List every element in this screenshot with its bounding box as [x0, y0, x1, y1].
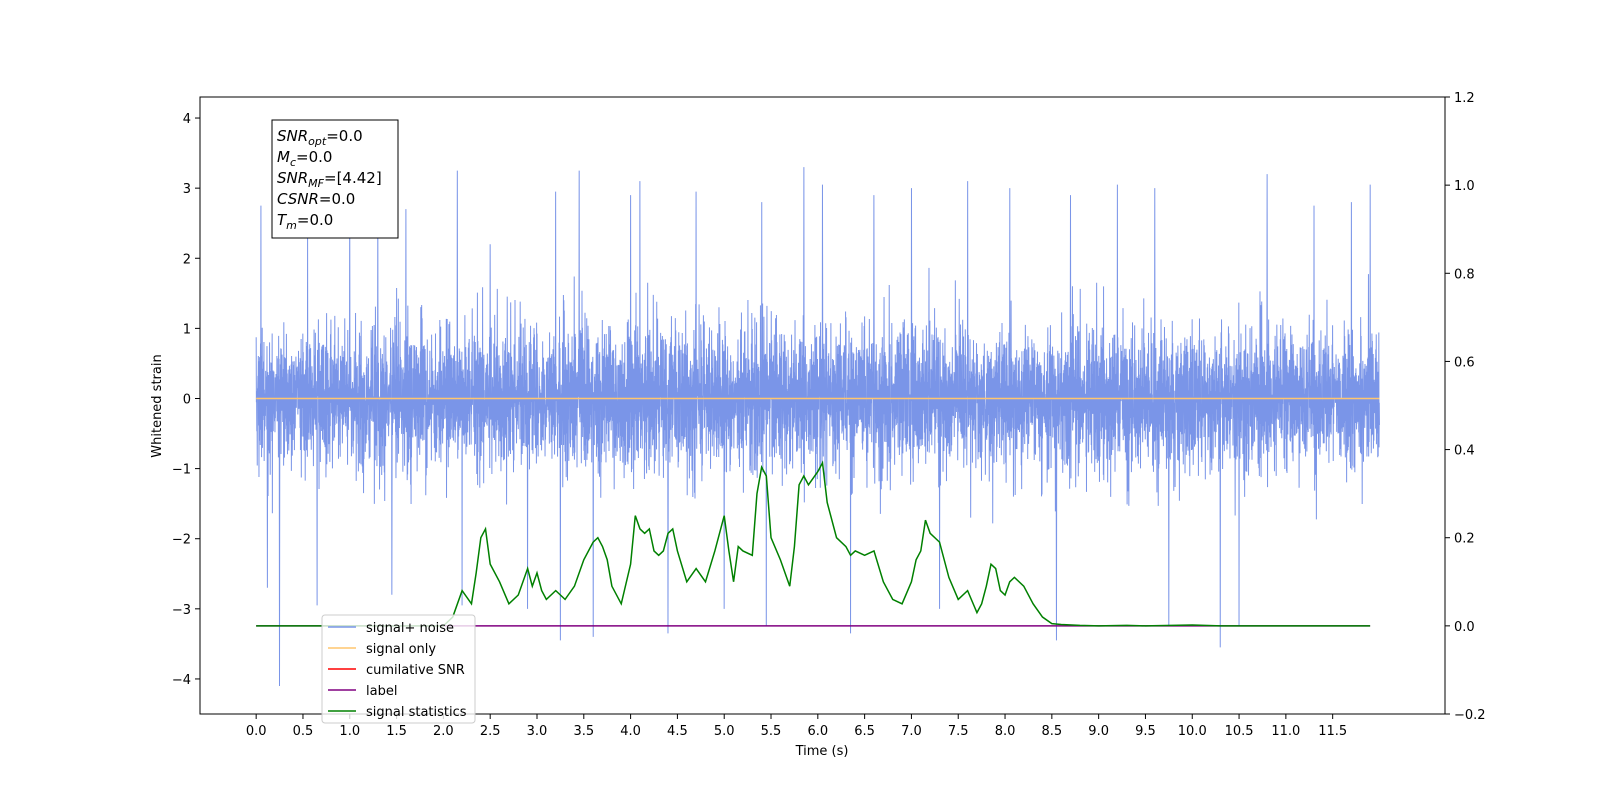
x-tick-label: 6.0 [807, 724, 828, 739]
y-left-tick-label: 0 [183, 392, 191, 407]
legend-entry-label: cumilative SNR [366, 663, 465, 678]
info-box-frame [271, 119, 399, 239]
x-tick-label: 10.5 [1225, 724, 1254, 739]
axes-frame [199, 96, 1446, 715]
info-sub: m [286, 219, 297, 232]
x-tick-label: 9.5 [1135, 724, 1156, 739]
legend-entry-label: signal only [366, 642, 436, 657]
info-box: SNRopt=0.0Mc=0.0SNRMF=[4.42]CSNR=0.0Tm=0… [271, 119, 399, 239]
x-tick-label: 11.0 [1271, 724, 1300, 739]
x-tick-label: 5.5 [761, 724, 782, 739]
x-tick-label: 10.0 [1178, 724, 1207, 739]
x-tick-label: 5.0 [714, 724, 735, 739]
x-tick-label: 2.5 [480, 724, 501, 739]
x-tick-label: 1.5 [386, 724, 407, 739]
y-left-tick-label: −2 [172, 533, 191, 548]
y-right-tick-label: 0.4 [1454, 444, 1475, 459]
series-line-signal-noise [255, 167, 1380, 686]
y-right-tick-label: 1.2 [1454, 91, 1475, 106]
x-axis-label: Time (s) [795, 744, 849, 759]
info-main: SNR [277, 169, 308, 187]
y-left-tick-label: −4 [172, 673, 191, 688]
y-right-tick-label: 0.6 [1454, 355, 1475, 370]
x-tick-label: 0.0 [246, 724, 267, 739]
info-box-line: SNRopt=0.0 [277, 127, 363, 148]
legend-frame [321, 614, 476, 724]
y-axis-left-label: Whitened strain [150, 354, 165, 457]
info-box-line: CSNR=0.0 [277, 190, 355, 208]
y-right-tick-label: 0.0 [1454, 620, 1475, 635]
info-box-line: Tm=0.0 [277, 211, 333, 232]
x-tick-label: 0.5 [293, 724, 314, 739]
y-axis-left: −4 −3 −2 −1 0 1 2 3 4 [172, 112, 200, 688]
series-signal-noise [255, 167, 1380, 686]
x-tick-label: 3.5 [573, 724, 594, 739]
x-tick-label: 7.0 [901, 724, 922, 739]
info-value: =[4.42] [324, 169, 382, 187]
x-tick-label: 4.0 [620, 724, 641, 739]
series-line-signal-statistics [256, 460, 1371, 627]
y-left-tick-label: 2 [183, 252, 191, 267]
legend: signal+ noise signal only cumilative SNR la… [321, 614, 476, 724]
info-value: =0.0 [319, 190, 355, 208]
x-tick-label: 2.0 [433, 724, 454, 739]
legend-entry-label: signal+ noise [366, 621, 454, 636]
y-right-tick-label: 0.8 [1454, 267, 1475, 282]
info-value: =0.0 [297, 211, 333, 229]
x-tick-label: 7.5 [948, 724, 969, 739]
info-main: T [277, 211, 288, 229]
info-value: =0.0 [326, 127, 362, 145]
x-tick-label: 4.5 [667, 724, 688, 739]
x-axis: 0.0 0.5 1.0 1.5 2.0 2.5 3.0 3.5 4.0 4.5 5.0 5.5 6.0 6… [246, 714, 1347, 739]
y-left-tick-label: 4 [183, 112, 191, 127]
info-value: =0.0 [296, 148, 332, 166]
x-tick-label: 11.5 [1318, 724, 1347, 739]
x-tick-label: 1.0 [339, 724, 360, 739]
x-tick-label: 6.5 [854, 724, 875, 739]
legend-entry-label: label [366, 684, 397, 699]
y-left-tick-label: −1 [172, 463, 191, 478]
info-sub: opt [308, 135, 327, 148]
x-tick-label: 3.0 [527, 724, 548, 739]
y-right-tick-label: 1.0 [1454, 179, 1475, 194]
info-main: CSNR [277, 190, 319, 208]
legend-entry-label: signal statistics [366, 705, 467, 720]
x-tick-label: 9.0 [1088, 724, 1109, 739]
y-right-tick-label: −0.2 [1454, 708, 1486, 723]
y-right-tick-label: 0.2 [1454, 532, 1475, 547]
x-tick-label: 8.5 [1041, 724, 1062, 739]
info-sub: MF [308, 177, 324, 190]
y-left-tick-label: 3 [183, 182, 191, 197]
x-tick-label: 8.0 [995, 724, 1016, 739]
y-left-tick-label: −3 [172, 603, 191, 618]
info-sub: c [290, 156, 296, 169]
info-box-line: SNRMF=[4.42] [277, 169, 382, 190]
info-main: SNR [277, 127, 308, 145]
y-left-tick-label: 1 [183, 322, 191, 337]
y-axis-right: −0.2 0.0 0.2 0.4 0.6 0.8 1.0 1.2 [1445, 91, 1486, 723]
info-box-line: Mc=0.0 [277, 148, 332, 169]
info-main: M [277, 148, 290, 166]
